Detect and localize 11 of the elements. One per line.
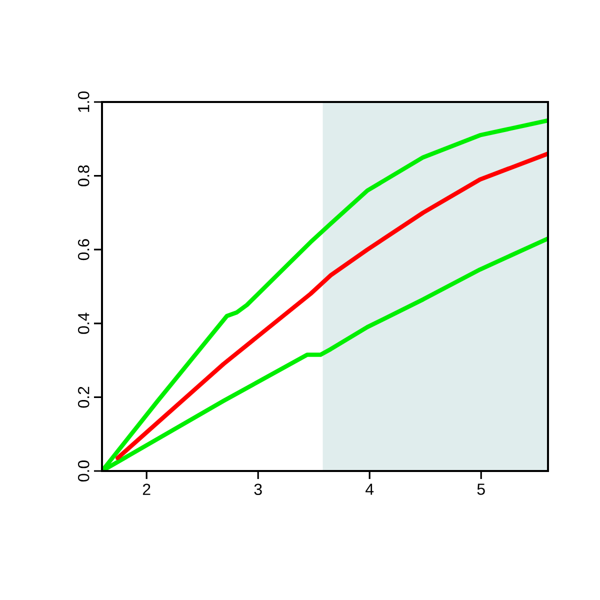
line-series	[115, 152, 548, 460]
x-tick-label: 5	[477, 484, 485, 495]
y-tick-label: 0.8	[78, 165, 90, 186]
y-tick-label: 0.6	[78, 239, 90, 260]
x-tick-label: 3	[254, 484, 262, 496]
y-tick-label: 0.2	[78, 386, 90, 408]
y-tick-label: 1.0	[78, 91, 90, 112]
x-tick-label: 4	[366, 484, 374, 495]
y-tick-label: 0.4	[78, 312, 90, 334]
y-tick-label: 0.0	[78, 460, 90, 482]
x-tick-label: 2	[142, 484, 150, 495]
